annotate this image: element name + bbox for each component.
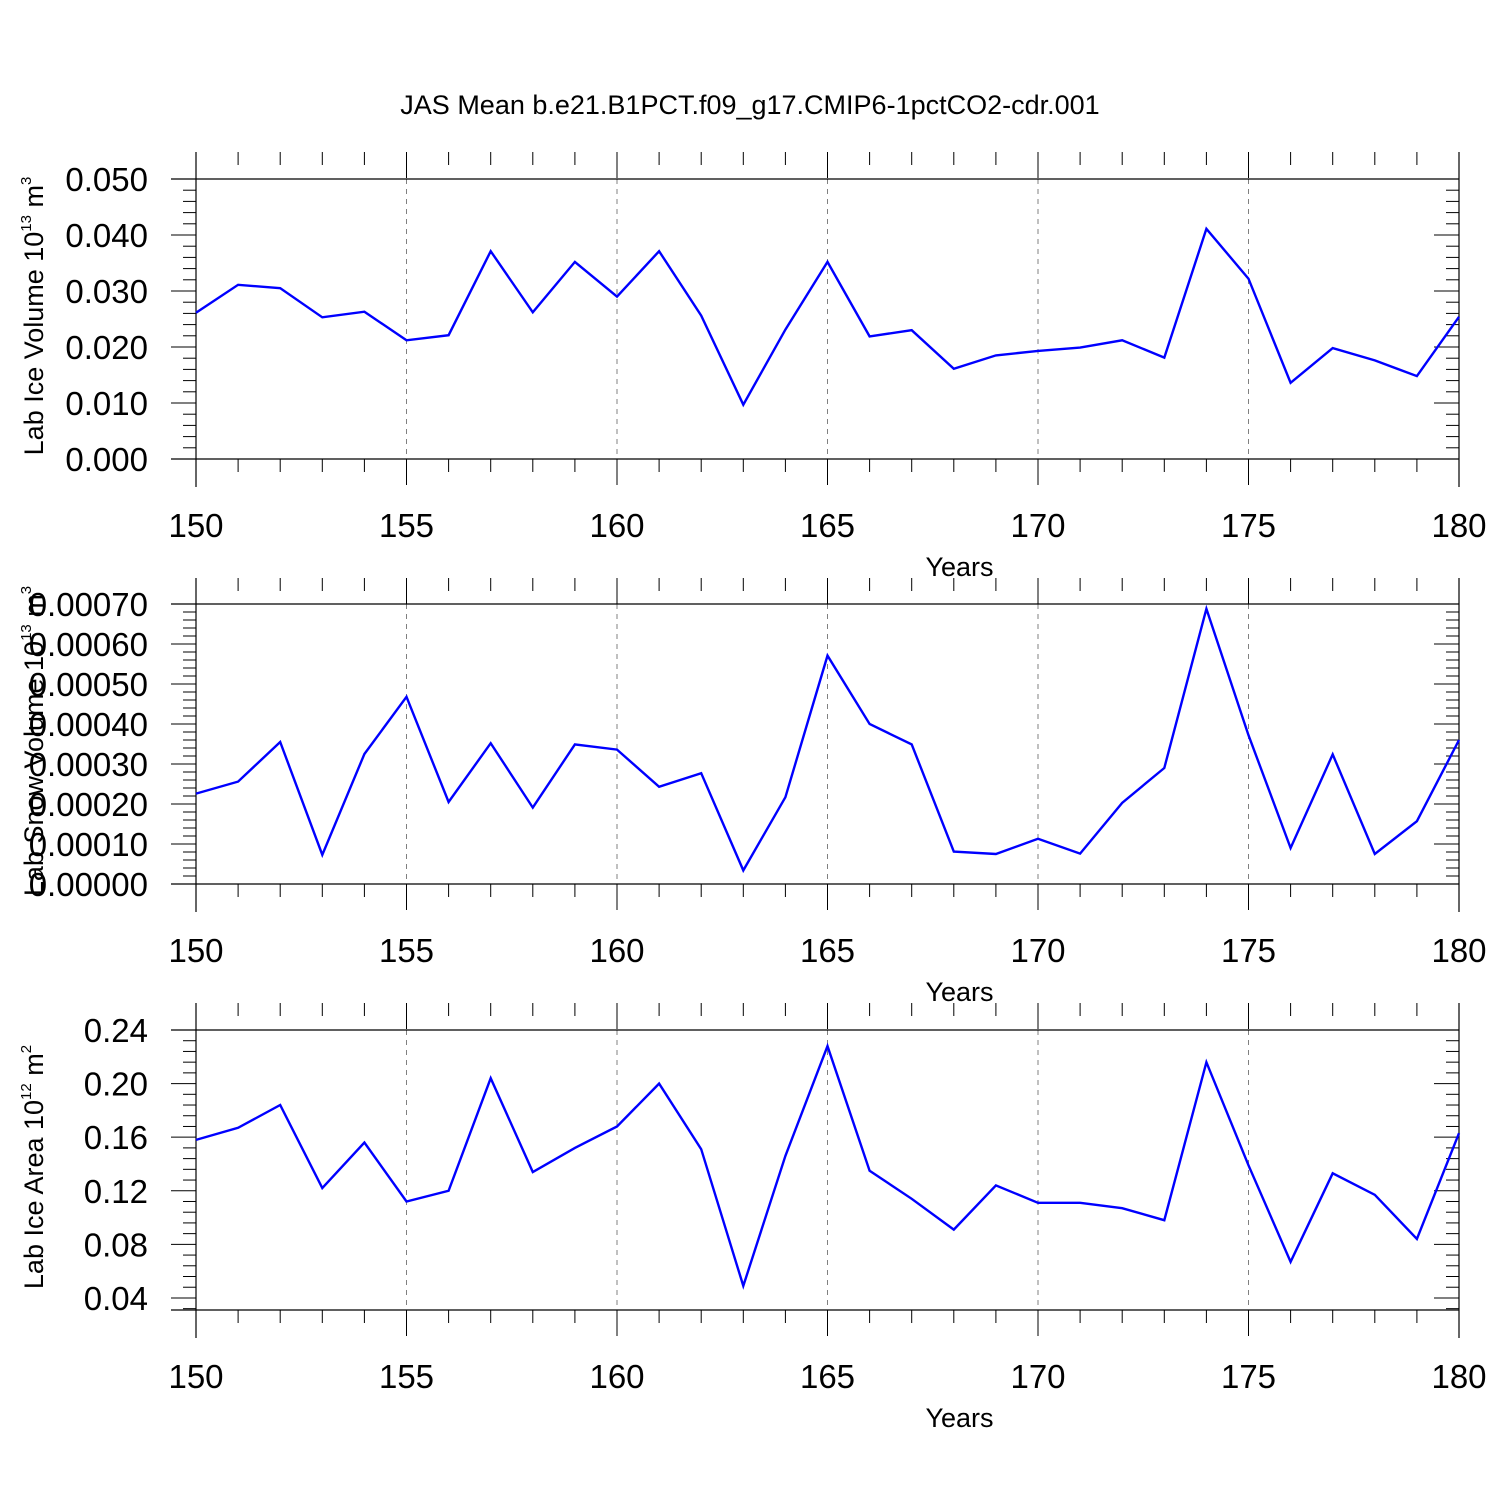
x-tick-label: 160 <box>589 507 644 544</box>
x-tick-label: 180 <box>1431 1358 1486 1395</box>
series-line <box>195 1042 1461 1290</box>
y-tick-label: 0.000 <box>65 441 148 478</box>
y-axis-label: Lab Ice Area 1012 m2 <box>18 1045 49 1289</box>
y-axis-label-unit: m <box>19 594 49 624</box>
x-tick-label: 175 <box>1221 932 1276 969</box>
x-axis-label: Years <box>925 552 993 582</box>
y-axis-label-exponent: 13 <box>18 215 35 232</box>
x-tick-label: 155 <box>379 932 434 969</box>
x-tick-label: 150 <box>168 932 223 969</box>
x-tick-label: 180 <box>1431 932 1486 969</box>
y-tick-label: 0.16 <box>84 1119 148 1156</box>
y-tick-label: 0.24 <box>84 1012 148 1049</box>
x-tick-label: 150 <box>168 507 223 544</box>
x-tick-label: 170 <box>1010 1358 1065 1395</box>
x-tick-label: 165 <box>800 932 855 969</box>
y-axis-label-text: Lab Snow Volume 10 <box>19 641 49 896</box>
x-axis-label: Years <box>925 977 993 1007</box>
y-tick-label: 0.00020 <box>29 786 148 823</box>
y-tick-label: 0.00010 <box>29 826 148 863</box>
y-tick-label: 0.20 <box>84 1066 148 1103</box>
x-tick-label: 175 <box>1221 1358 1276 1395</box>
y-tick-label: 0.00070 <box>29 586 148 623</box>
y-axis-label-unit-exponent: 3 <box>18 586 35 594</box>
y-tick-label: 0.030 <box>65 273 148 310</box>
x-tick-label: 170 <box>1010 932 1065 969</box>
x-tick-label: 165 <box>800 507 855 544</box>
y-axis-label-unit-exponent: 3 <box>18 177 35 185</box>
y-tick-label: 0.020 <box>65 329 148 366</box>
x-tick-label: 160 <box>589 1358 644 1395</box>
series-line <box>195 604 1461 874</box>
x-tick-label: 180 <box>1431 507 1486 544</box>
plots-container: 150 155 160 165 170 175 180 0.000 0.010 0.020 0.03… <box>18 152 1487 1433</box>
y-axis-label: Lab Ice Volume 1013 m3 <box>18 177 49 456</box>
x-axis-label: Years <box>925 1403 993 1433</box>
y-tick-label: 0.00000 <box>29 866 148 903</box>
x-tick-label: 155 <box>379 1358 434 1395</box>
panel-2: 150 155 160 165 170 175 1800.000000.000100.000… <box>18 578 1487 1007</box>
x-tick-label: 155 <box>379 507 434 544</box>
panel-3: 150 155 160 165 170 175 180 0.04 0.08 0.12 0.16 0.2… <box>18 1003 1487 1433</box>
y-tick-label: 0.00030 <box>29 746 148 783</box>
y-axis-label-unit-exponent: 2 <box>18 1045 35 1053</box>
y-tick-label: 0.08 <box>84 1226 148 1263</box>
y-tick-label: 0.00060 <box>29 626 148 663</box>
figure-title: JAS Mean b.e21.B1PCT.f09_g17.CMIP6-1pctC… <box>400 90 1099 120</box>
y-tick-label: 0.050 <box>65 161 148 198</box>
y-axis-label-exponent: 13 <box>18 624 35 641</box>
y-tick-label: 0.04 <box>84 1280 148 1317</box>
y-axis-label: Lab Snow Volume 1013 m3 <box>18 586 49 896</box>
x-tick-label: 170 <box>1010 507 1065 544</box>
x-tick-label: 160 <box>589 932 644 969</box>
y-axis-label-text: Lab Ice Volume 10 <box>19 232 49 456</box>
y-tick-label: 0.040 <box>65 217 148 254</box>
panel-1: 150 155 160 165 170 175 180 0.000 0.010 0.020 0.03… <box>18 152 1487 582</box>
y-axis-label-unit: m <box>19 185 49 215</box>
x-tick-label: 150 <box>168 1358 223 1395</box>
y-axis-label-exponent: 12 <box>18 1083 35 1100</box>
y-axis-label-unit: m <box>19 1053 49 1083</box>
y-tick-label: 0.010 <box>65 385 148 422</box>
y-axis-label-text: Lab Ice Area 10 <box>19 1100 49 1289</box>
x-tick-label: 175 <box>1221 507 1276 544</box>
x-tick-label: 165 <box>800 1358 855 1395</box>
y-tick-label: 0.12 <box>84 1173 148 1210</box>
y-tick-label: 0.00050 <box>29 666 148 703</box>
series-line <box>195 226 1460 408</box>
y-tick-label: 0.00040 <box>29 706 148 743</box>
